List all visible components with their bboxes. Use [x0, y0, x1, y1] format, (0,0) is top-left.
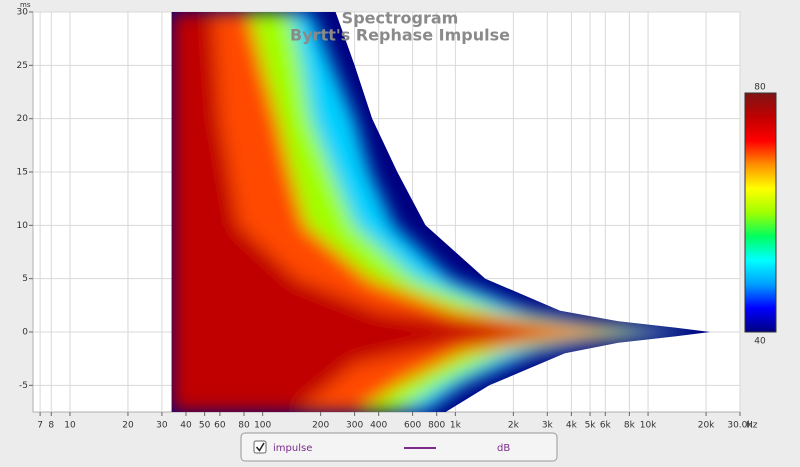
- colorbar: [744, 92, 777, 333]
- x-tick-label: 200: [312, 421, 329, 431]
- chart-subtitle: Byrtt's Rephase Impulse: [290, 26, 510, 45]
- y-tick-label: 10: [17, 221, 29, 231]
- x-tick-label: 5k: [585, 421, 597, 431]
- x-tick-label: 20: [122, 421, 134, 431]
- x-tick-label: 8k: [624, 421, 636, 431]
- colorbar-min: 40: [754, 337, 766, 347]
- x-tick-label: 60: [214, 421, 226, 431]
- x-tick-label: 300: [346, 421, 363, 431]
- x-tick-label: 400: [370, 421, 387, 431]
- x-tick-label: 3k: [542, 421, 554, 431]
- legend-unit: dB: [497, 443, 510, 454]
- spectrogram-interior: [171, 12, 702, 412]
- x-tick-label: 30.0k: [727, 421, 753, 431]
- x-tick-label: 7: [37, 421, 43, 431]
- chart-title: Spectrogram: [342, 9, 459, 28]
- x-tick-label: 50: [199, 421, 211, 431]
- x-unit: Hz: [746, 421, 758, 431]
- x-tick-label: 10k: [640, 421, 657, 431]
- x-tick-label: 10: [64, 421, 76, 431]
- x-tick-label: 30: [156, 421, 168, 431]
- legend-label[interactable]: impulse: [273, 443, 312, 454]
- x-tick-label: 4k: [566, 421, 578, 431]
- y-tick-label: 25: [17, 61, 28, 71]
- legend: impulse dB: [240, 432, 558, 462]
- y-tick-label: -5: [19, 381, 28, 391]
- x-tick-label: 600: [404, 421, 421, 431]
- x-tick-label: 1k: [450, 421, 462, 431]
- x-tick-label: 100: [254, 421, 271, 431]
- x-tick-label: 6k: [600, 421, 612, 431]
- spectrogram-blend: [171, 12, 702, 412]
- legend-checkbox[interactable]: [253, 440, 267, 454]
- checkmark: [255, 442, 265, 452]
- x-tick-label: 20k: [698, 421, 715, 431]
- y-tick-label: 5: [22, 274, 28, 284]
- y-tick-label: 0: [22, 328, 28, 338]
- y-tick-label: 20: [17, 114, 29, 124]
- x-tick-label: 8: [48, 421, 54, 431]
- colorbar-max: 80: [754, 83, 766, 93]
- x-tick-label: 80: [238, 421, 250, 431]
- y-tick-label: 15: [17, 168, 28, 178]
- y-tick-label: 30: [17, 8, 29, 18]
- legend-box: [240, 432, 558, 462]
- contour-region: [171, 12, 572, 412]
- x-tick-label: 2k: [508, 421, 520, 431]
- y-unit: ms: [20, 1, 31, 9]
- x-tick-label: 800: [428, 421, 445, 431]
- x-tick-label: 40: [180, 421, 192, 431]
